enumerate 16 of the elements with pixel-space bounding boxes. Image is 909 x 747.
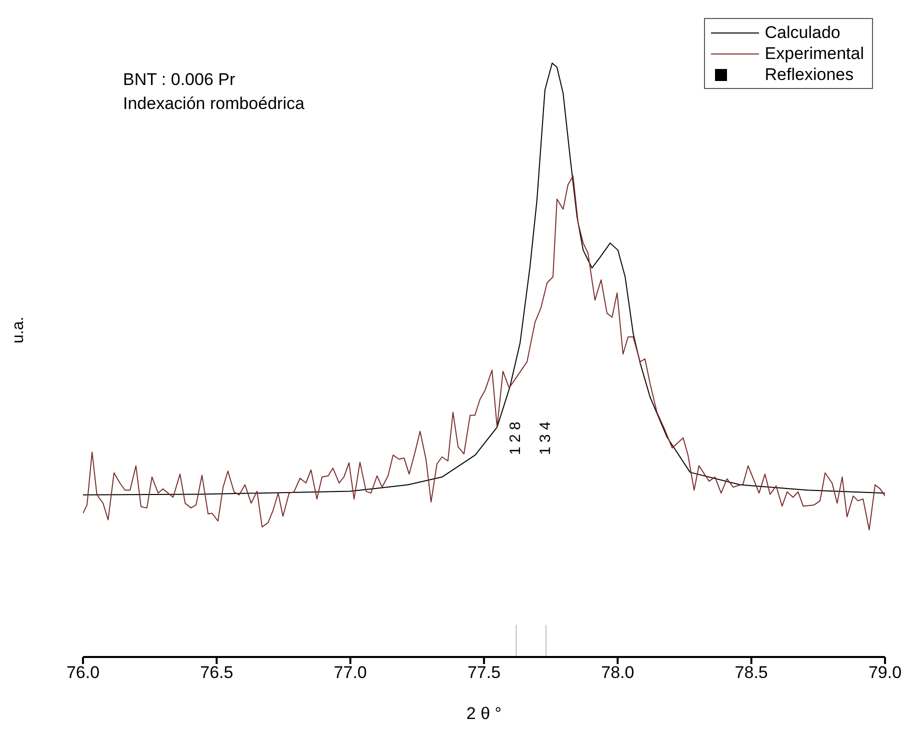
- annotation: 1 2 8: [507, 422, 524, 455]
- y-axis-title: u.a.: [10, 316, 28, 344]
- x-tick-label: 79.0: [868, 663, 902, 682]
- x-tick-label: 78.0: [601, 663, 634, 682]
- legend-label: Experimental: [764, 43, 864, 64]
- annotation: Indexación romboédrica: [123, 93, 304, 115]
- x-tick-label: 77.0: [334, 663, 367, 682]
- annotation: 1 3 4: [536, 422, 554, 455]
- legend-label: Reflexiones: [764, 64, 854, 85]
- x-tick-label: 77.5: [467, 663, 501, 682]
- x-tick-label: 76.5: [200, 663, 234, 682]
- annotation: BNT : 0.006 Pr: [123, 69, 236, 91]
- legend-label: Calculado: [764, 22, 840, 43]
- x-tick-label: 78.5: [734, 663, 768, 682]
- x-tick-label: 76.0: [66, 663, 100, 682]
- x-axis-title: 2 θ °: [466, 704, 502, 723]
